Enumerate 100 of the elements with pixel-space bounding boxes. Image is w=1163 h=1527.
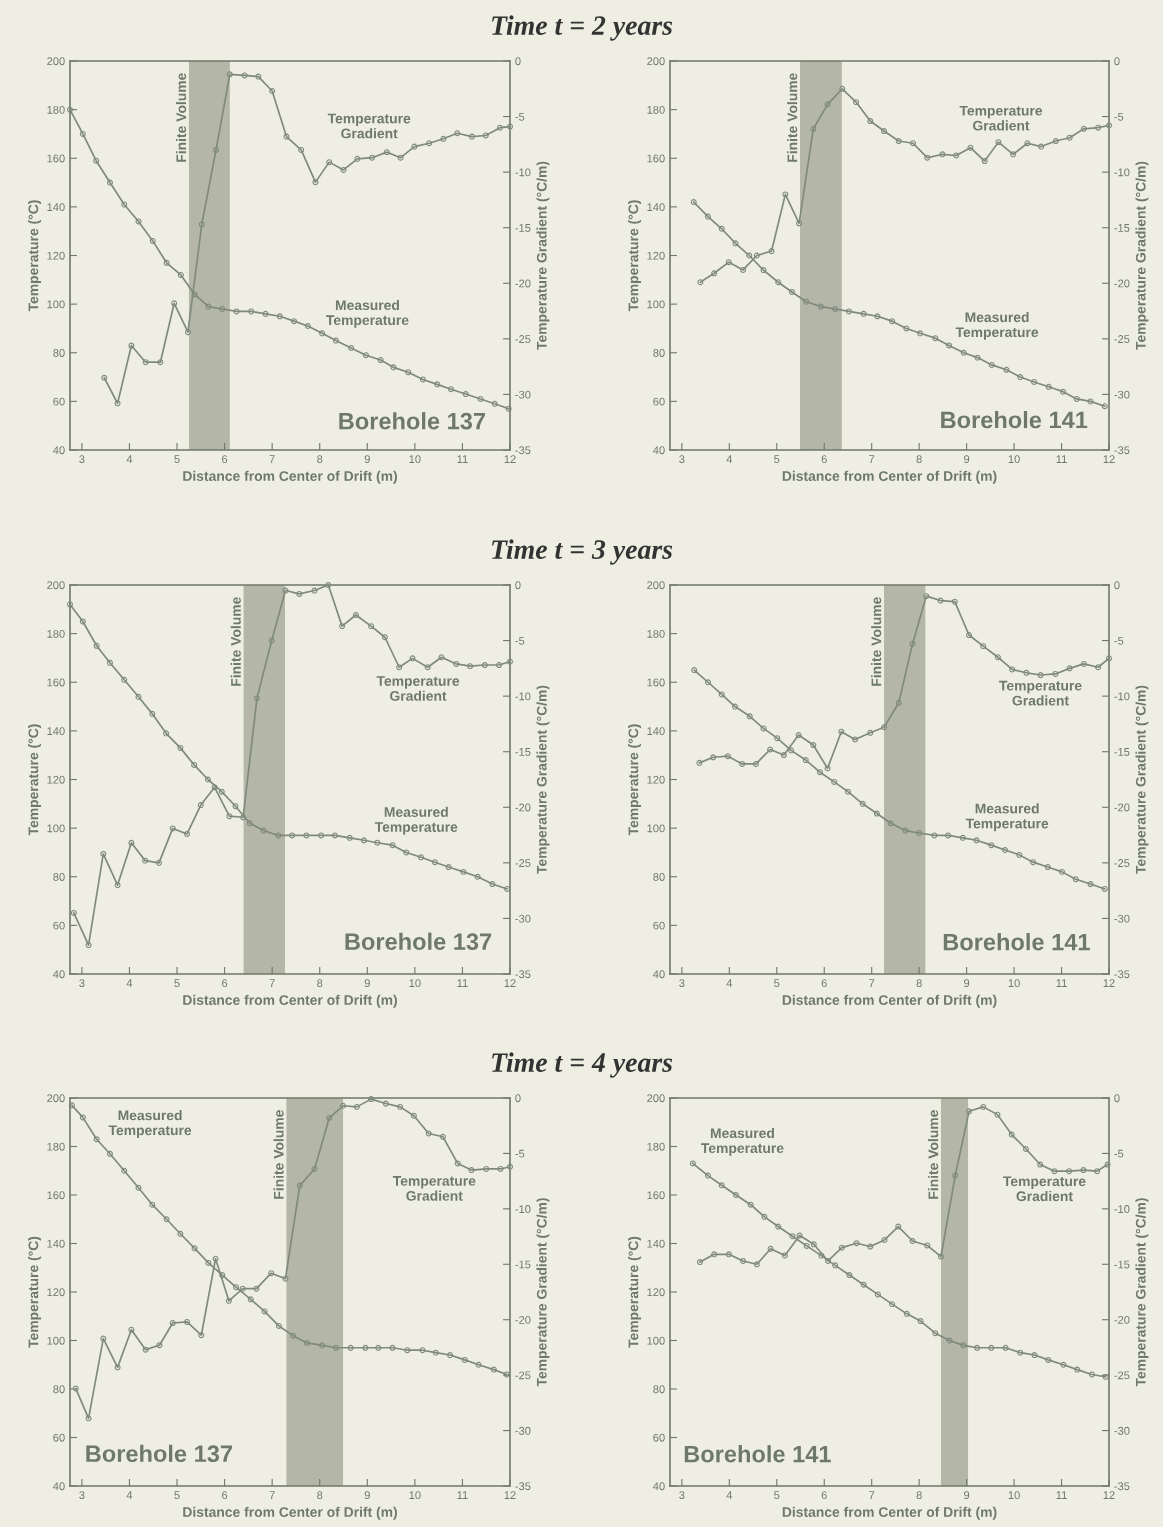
- point: [740, 1257, 747, 1264]
- point: [100, 1335, 107, 1342]
- point: [404, 1347, 411, 1354]
- point: [953, 152, 960, 159]
- point: [312, 179, 319, 186]
- x-tick-label: 6: [821, 1491, 827, 1500]
- point: [1016, 851, 1023, 858]
- point: [859, 800, 866, 807]
- x-tick-label: 10: [1008, 979, 1020, 988]
- point: [1052, 670, 1059, 677]
- y-tick-label: 120: [47, 775, 65, 784]
- y-tick-label: 180: [647, 629, 665, 638]
- point: [396, 664, 403, 671]
- band-label: Finite Volume: [273, 1110, 284, 1199]
- point: [410, 1112, 417, 1119]
- x-tick-label: 12: [504, 1491, 516, 1499]
- point: [403, 849, 410, 856]
- point: [311, 587, 318, 594]
- point: [381, 634, 388, 641]
- series-label: Measured Temperature: [701, 1127, 784, 1156]
- series-label: Temperature Gradient: [1003, 1176, 1086, 1202]
- y-tick-label: 160: [47, 154, 65, 163]
- point: [296, 1182, 303, 1189]
- point: [761, 1213, 768, 1220]
- point: [810, 1241, 817, 1248]
- point: [725, 1251, 732, 1258]
- x-tick-label: 4: [726, 1491, 733, 1499]
- point: [283, 133, 290, 140]
- y-axis-title: Temperature (°C): [28, 1236, 42, 1348]
- y-tick-label: 180: [47, 1142, 65, 1151]
- point: [874, 1291, 881, 1298]
- y2-tick-label: -10: [515, 168, 531, 177]
- y2-tick-label: -35: [1114, 970, 1130, 979]
- band-label: Finite Volume: [230, 597, 241, 686]
- point: [1095, 664, 1102, 671]
- y-tick-label: 140: [647, 203, 665, 212]
- point: [1023, 669, 1030, 676]
- point: [780, 752, 787, 759]
- y2-tick-label: -15: [515, 224, 531, 232]
- y-tick-label: 100: [647, 1336, 665, 1345]
- x-tick-label: 11: [457, 979, 468, 987]
- point: [945, 832, 952, 839]
- point: [275, 1322, 282, 1329]
- x-tick-label: 11: [1056, 455, 1067, 463]
- y2-tick-label: -30: [515, 1426, 531, 1435]
- x-tick-label: 9: [964, 979, 970, 988]
- point: [507, 1163, 513, 1170]
- point: [268, 637, 275, 644]
- y2-tick-label: -20: [1114, 1315, 1130, 1324]
- point: [352, 612, 359, 618]
- y-tick-label: 60: [653, 1433, 665, 1442]
- x-tick-label: 4: [126, 979, 133, 987]
- point: [318, 832, 325, 839]
- x-tick-label: 9: [364, 979, 370, 988]
- band-label: Finite Volume: [175, 73, 187, 162]
- point: [298, 146, 305, 153]
- point: [1106, 655, 1112, 662]
- point: [100, 850, 107, 857]
- y2-tick-label: 0: [1114, 581, 1120, 590]
- point: [248, 308, 255, 315]
- point: [79, 1114, 86, 1121]
- point: [980, 643, 987, 650]
- point: [184, 830, 191, 837]
- point: [1052, 138, 1059, 145]
- x-tick-label: 4: [726, 979, 733, 987]
- y-tick-label: 120: [647, 1288, 665, 1297]
- point: [1030, 859, 1037, 866]
- point: [397, 1103, 404, 1110]
- y2-tick-label: -35: [515, 970, 531, 979]
- y-tick-label: 180: [647, 105, 665, 114]
- point: [319, 1342, 326, 1349]
- x-tick-label: 10: [1008, 455, 1020, 464]
- point: [916, 830, 923, 836]
- point: [362, 352, 369, 359]
- point: [1017, 1349, 1024, 1356]
- y-tick-label: 60: [653, 921, 665, 930]
- y-tick-label: 140: [647, 1239, 665, 1248]
- point: [142, 359, 149, 366]
- point: [853, 99, 860, 106]
- y2-axis-title: Temperature Gradient (°C/m): [1135, 1198, 1149, 1387]
- annotation: Borehole 141: [943, 933, 1090, 951]
- point: [353, 1103, 360, 1110]
- y2-tick-label: -10: [515, 1205, 531, 1213]
- point: [397, 154, 404, 161]
- point: [781, 1252, 788, 1259]
- point: [1017, 374, 1024, 381]
- point: [966, 632, 972, 638]
- point: [191, 761, 198, 768]
- y-axis-title: Temperature (°C): [628, 200, 642, 312]
- point: [810, 125, 817, 132]
- point: [368, 1096, 375, 1103]
- y-tick-label: 40: [653, 1482, 665, 1491]
- point: [325, 582, 332, 588]
- point: [994, 654, 1001, 661]
- point: [339, 623, 346, 630]
- series-label: Measured Temperature: [955, 311, 1039, 340]
- point: [260, 827, 267, 834]
- point: [732, 1192, 739, 1198]
- series-label: Temperature Gradient: [376, 676, 460, 701]
- point: [725, 259, 732, 266]
